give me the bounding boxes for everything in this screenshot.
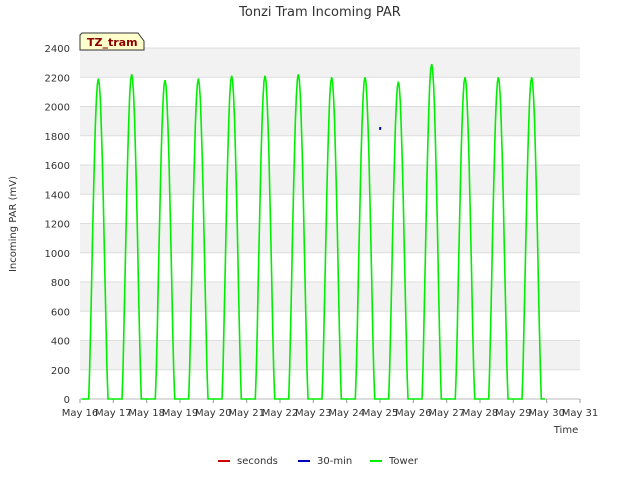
y-tick-label: 1000 — [45, 249, 70, 260]
x-tick-label: May 20 — [195, 408, 232, 419]
x-tick-label: May 29 — [495, 408, 532, 419]
x-tick-label: May 27 — [428, 408, 465, 419]
y-tick-label: 1600 — [45, 161, 70, 172]
x-tick-label: May 31 — [562, 408, 599, 419]
plot-band — [80, 282, 580, 312]
y-tick-label: 400 — [51, 337, 70, 348]
legend-label: Tower — [388, 456, 419, 467]
tag-box: TZ_tram — [79, 32, 145, 51]
x-tick-label: May 30 — [528, 408, 565, 419]
y-tick-label: 0 — [64, 395, 70, 406]
x-axis-label: Time — [553, 425, 578, 436]
plot-band — [80, 48, 580, 78]
x-tick-label: May 23 — [295, 408, 332, 419]
x-tick-label: May 16 — [62, 408, 99, 419]
y-tick-label: 2000 — [45, 103, 70, 114]
tag-label: TZ_tram — [87, 36, 138, 49]
x-tick-label: May 26 — [395, 408, 432, 419]
gridlines — [80, 47, 580, 400]
x-tick-label: May 19 — [162, 408, 199, 419]
y-tick-label: 1400 — [45, 190, 70, 201]
y-axis-label: Incoming PAR (mV) — [8, 176, 19, 272]
y-tick-label: 2200 — [45, 73, 70, 84]
y-axis-ticks: 0 200 400 600 800 1000 1200 1400 1600 1800 2000 220… — [45, 44, 70, 406]
y-tick-label: 600 — [51, 307, 70, 318]
x-tick-label: May 25 — [362, 408, 399, 419]
legend-label: 30-min — [317, 456, 352, 467]
plot-band — [80, 340, 580, 370]
x-tick-label: May 17 — [95, 408, 132, 419]
y-tick-label: 1200 — [45, 220, 70, 231]
x-tick-label: May 21 — [228, 408, 265, 419]
y-tick-label: 2400 — [45, 44, 70, 55]
x-tick-label: May 24 — [328, 408, 365, 419]
x-tick-label: May 28 — [462, 408, 499, 419]
legend-label: seconds — [237, 456, 278, 467]
y-tick-label: 1800 — [45, 132, 70, 143]
series-line-tower — [81, 63, 545, 400]
plot-band — [80, 223, 580, 253]
series-lines — [81, 63, 545, 400]
chart-title: Tonzi Tram Incoming PAR — [238, 5, 401, 20]
plot-band — [80, 165, 580, 195]
x-tick-label: May 22 — [262, 408, 299, 419]
legend: seconds 30-min Tower — [218, 456, 419, 467]
tag-box-shape — [79, 32, 145, 51]
y-tick-label: 800 — [51, 278, 70, 289]
x-tick-label: May 18 — [128, 408, 165, 419]
y-tick-label: 200 — [51, 366, 70, 377]
